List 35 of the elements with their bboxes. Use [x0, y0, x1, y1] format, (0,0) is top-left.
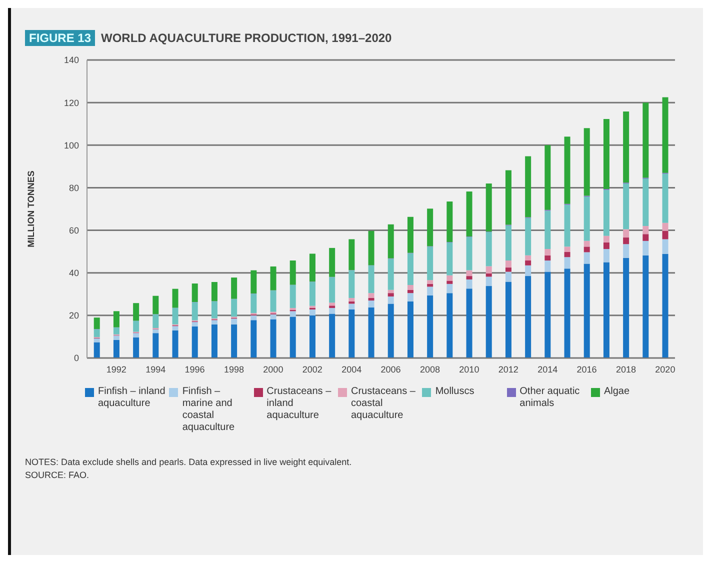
y-tick-label: 120: [64, 98, 79, 108]
legend-label: Crustaceans – coastal aquaculture: [350, 386, 416, 422]
y-tick-label: 80: [68, 182, 79, 193]
y-tick-label: 60: [68, 225, 79, 236]
x-tick-label: 2020: [655, 364, 676, 374]
source-note: SOURCE: FAO.: [25, 469, 90, 482]
legend-label: Finfish – inland aquaculture: [98, 386, 166, 410]
x-tick-label: 2016: [576, 364, 597, 374]
y-tick-label: 20: [68, 310, 79, 321]
x-tick-label: 1998: [224, 364, 244, 374]
legend-label: Other aquatic animals: [520, 386, 581, 410]
x-tick-label: 2006: [380, 364, 401, 374]
x-tick-label: 2010: [459, 364, 480, 374]
x-tick-label: 2014: [538, 364, 558, 374]
y-axis-title: MILLION TONNES: [26, 170, 36, 248]
text: NOTES: Data exclude shells and pearls. Data expressed in live weight equivalent.: [25, 456, 353, 469]
chart-subtitle: FIGURE 13: [25, 30, 96, 46]
legend-label: Finfish – marine and coastal aquaculture: [182, 386, 236, 434]
x-tick-label: 2002: [302, 364, 322, 374]
y-tick-label: 0: [74, 353, 79, 364]
x-tick-label: 2012: [498, 364, 518, 374]
y-tick-label: 40: [68, 268, 79, 278]
chart-title: WORLD AQUACULTURE PRODUCTION, 1991–2020: [101, 31, 392, 45]
x-tick-label: 1992: [106, 364, 126, 374]
x-tick-label: 2004: [342, 364, 362, 374]
x-tick-label: 1994: [146, 364, 166, 374]
x-tick-label: 1996: [184, 364, 205, 374]
legend-label: Crustaceans – inland aquaculture: [266, 386, 332, 422]
legend-label: Molluscs: [435, 386, 474, 398]
x-tick-label: 2018: [616, 364, 636, 374]
x-tick-label: 2008: [420, 364, 440, 374]
x-tick-label: 2000: [263, 364, 284, 374]
legend-label: Algae: [604, 386, 630, 398]
y-tick-label: 100: [64, 140, 79, 150]
y-tick-label: 140: [64, 55, 79, 66]
